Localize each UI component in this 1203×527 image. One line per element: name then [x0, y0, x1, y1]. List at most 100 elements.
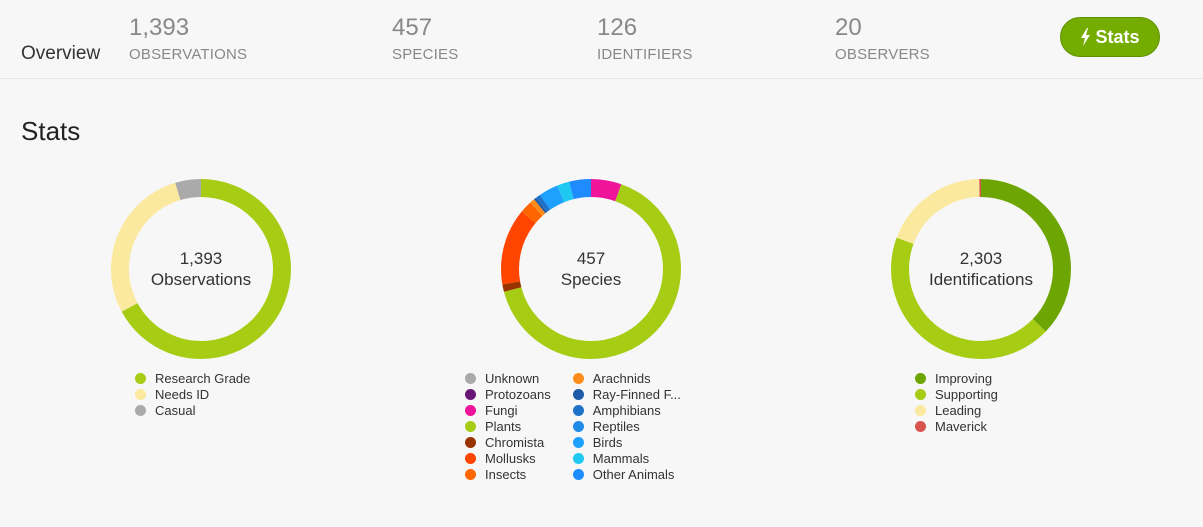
legend-swatch — [572, 437, 584, 448]
donut-center: 457 Species — [500, 178, 682, 360]
legend-item[interactable]: Chromista — [465, 435, 551, 451]
donut-segment[interactable] — [891, 179, 1071, 359]
legend-swatch — [915, 389, 926, 400]
legend-label: Unknown — [485, 371, 540, 386]
legend-item[interactable]: Ray-Finned F... — [572, 387, 681, 403]
legend-swatch — [465, 469, 476, 480]
legend-item[interactable]: Reptiles — [572, 419, 681, 435]
legend-label: Protozoans — [485, 387, 551, 402]
legend-item[interactable]: Needs ID — [135, 387, 250, 403]
header-bar: Overview 1,393 OBSERVATIONS 457 SPECIES … — [0, 0, 1203, 79]
legend-swatch — [465, 421, 476, 432]
stat-label: OBSERVERS — [835, 46, 930, 63]
legend-label: Improving — [935, 371, 993, 386]
species-donut-svg — [501, 179, 681, 359]
legend-column: Arachnids Ray-Finned F... Amphibians Reptil… — [572, 371, 681, 483]
legend-label: Leading — [935, 403, 982, 418]
legend-label: Other Animals — [592, 467, 675, 482]
legend-item[interactable]: Fungi — [465, 403, 551, 419]
legend-item[interactable]: Amphibians — [572, 403, 681, 419]
donut-center-value: 2,303 — [959, 249, 1003, 268]
legend-label: Casual — [155, 403, 196, 418]
stat-value: 1,393 — [129, 14, 190, 41]
identifications-legend: Improving Supporting Leading Maverick — [915, 371, 1020, 435]
stat-value: 126 — [597, 14, 638, 41]
legend-item[interactable]: Arachnids — [572, 371, 681, 387]
legend-column: Improving Supporting Leading Maverick — [915, 371, 998, 435]
species-donut-chart: 457 Species — [500, 178, 682, 360]
legend-swatch — [572, 373, 584, 384]
legend-item[interactable]: Improving — [915, 371, 998, 387]
legend-label: Mollusks — [485, 451, 536, 466]
legend-swatch — [572, 421, 584, 432]
legend-swatch — [915, 421, 926, 432]
legend-label: Research Grade — [155, 371, 251, 386]
observations-legend: Research Grade Needs ID Casual — [135, 371, 272, 419]
stat-label: IDENTIFIERS — [597, 46, 693, 63]
legend-item[interactable]: Supporting — [915, 387, 998, 403]
donut-center-label: Observations — [150, 270, 252, 289]
stat-value: 457 — [392, 14, 433, 41]
legend-swatch — [915, 373, 926, 384]
legend-label: Amphibians — [592, 403, 661, 418]
donut-segment[interactable] — [111, 179, 291, 359]
stat-label: OBSERVATIONS — [129, 46, 248, 63]
donut-segment[interactable] — [501, 179, 681, 359]
observations-donut-svg — [111, 179, 291, 359]
legend-item[interactable]: Protozoans — [465, 387, 551, 403]
stats-button[interactable]: Stats — [1060, 17, 1160, 57]
legend-item[interactable]: Research Grade — [135, 371, 250, 387]
donut-center-value: 457 — [576, 249, 606, 268]
donut-segment[interactable] — [891, 179, 1071, 359]
donut-segment[interactable] — [501, 179, 681, 359]
legend-label: Reptiles — [592, 419, 640, 434]
legend-label: Mammals — [592, 451, 650, 466]
legend-swatch — [572, 405, 584, 416]
donut-center-value: 1,393 — [179, 249, 223, 268]
legend-swatch — [135, 389, 146, 400]
legend-label: Supporting — [935, 387, 998, 402]
stat-observers[interactable]: 20 OBSERVERS — [835, 14, 930, 63]
legend-item[interactable]: Birds — [572, 435, 681, 451]
donut-center: 2,303 Identifications — [890, 178, 1072, 360]
page-title: Stats — [21, 116, 81, 146]
identifications-donut-svg — [891, 179, 1071, 359]
legend-swatch — [135, 373, 146, 384]
donut-center-label: Species — [560, 270, 622, 289]
legend-item[interactable]: Leading — [915, 403, 998, 419]
legend-swatch — [135, 405, 146, 416]
stat-value: 20 — [835, 14, 862, 41]
legend-label: Ray-Finned F... — [592, 387, 681, 402]
legend-item[interactable]: Unknown — [465, 371, 551, 387]
legend-swatch — [465, 389, 476, 400]
legend-item[interactable]: Casual — [135, 403, 250, 419]
legend-item[interactable]: Maverick — [915, 419, 998, 435]
legend-column: Unknown Protozoans Fungi Plants Chromista Mol… — [465, 371, 551, 483]
tab-overview[interactable]: Overview — [21, 43, 101, 64]
lightning-bolt-icon — [1081, 28, 1091, 46]
legend-swatch — [572, 469, 584, 480]
legend-label: Maverick — [935, 419, 988, 434]
identifications-donut-chart: 2,303 Identifications — [890, 178, 1072, 360]
legend-label: Birds — [592, 435, 623, 450]
stat-species[interactable]: 457 SPECIES — [392, 14, 458, 63]
stat-observations[interactable]: 1,393 OBSERVATIONS — [129, 14, 247, 63]
legend-label: Needs ID — [155, 387, 210, 402]
legend-item[interactable]: Mollusks — [465, 451, 551, 467]
legend-label: Insects — [485, 467, 527, 482]
donut-segment[interactable] — [501, 179, 681, 359]
legend-item[interactable]: Plants — [465, 419, 551, 435]
donut-segment[interactable] — [111, 179, 291, 359]
legend-item[interactable]: Insects — [465, 467, 551, 483]
legend-label: Arachnids — [592, 371, 651, 386]
stat-identifiers[interactable]: 126 IDENTIFIERS — [597, 14, 693, 63]
legend-swatch — [465, 405, 476, 416]
donut-center: 1,393 Observations — [110, 178, 292, 360]
legend-swatch — [915, 405, 926, 416]
legend-swatch — [572, 453, 584, 464]
legend-item[interactable]: Other Animals — [572, 467, 681, 483]
stats-button-label: Stats — [1095, 26, 1140, 47]
legend-swatch — [572, 389, 584, 400]
legend-label: Fungi — [485, 403, 518, 418]
legend-item[interactable]: Mammals — [572, 451, 681, 467]
